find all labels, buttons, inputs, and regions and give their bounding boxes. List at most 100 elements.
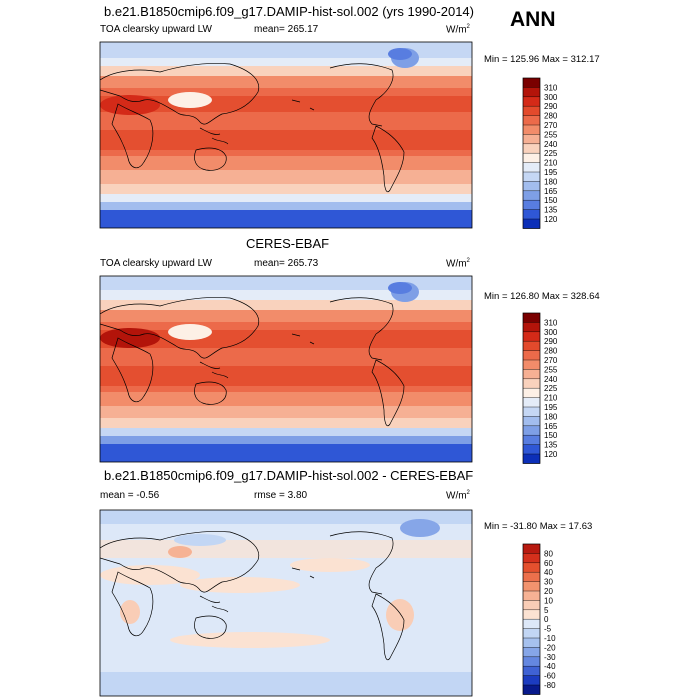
colorbar-tick-label: 310 [544, 83, 558, 92]
panel-mean-label: mean= 265.73 [254, 258, 319, 269]
colorbar-swatch [523, 388, 540, 398]
colorbar-swatch [523, 685, 540, 695]
colorbar-swatch [523, 656, 540, 667]
panel-mean-label: mean = -0.56 [100, 490, 160, 501]
colorbar-swatch [523, 125, 540, 135]
colorbar-swatch [523, 162, 540, 173]
colorbar-tick-label: -60 [544, 672, 556, 681]
colorbar-swatch [523, 454, 540, 464]
panel-variable-label: TOA clearsky upward LW [100, 258, 212, 269]
colorbar-tick-label: 310 [544, 318, 558, 327]
panel-title-model: b.e21.B1850cmip6.f09_g17.DAMIP-hist-sol.… [104, 4, 474, 19]
colorbar-tick-label: 120 [544, 215, 558, 224]
colorbar-tick-label: -80 [544, 681, 556, 690]
colorbar-swatch [523, 444, 540, 455]
colorbar-swatch [523, 78, 540, 88]
colorbar-swatch [523, 544, 540, 554]
colorbar-tick-label: 225 [544, 149, 558, 158]
colorbar-swatch [523, 313, 540, 323]
colorbar-swatch [523, 181, 540, 192]
colorbar-tick-label: 280 [544, 347, 558, 356]
colorbar-swatch [523, 369, 540, 380]
panel-units-label: W/m2 [446, 24, 470, 36]
colorbar-swatch [523, 600, 540, 611]
colorbar-tick-label: 135 [544, 441, 558, 450]
colorbar-swatch [523, 360, 540, 370]
panel-minmax-label: Min = -31.80 Max = 17.63 [484, 521, 593, 532]
colorbar-tick-label: 135 [544, 206, 558, 215]
colorbar-tick-label: -10 [544, 634, 556, 643]
colorbar-tick-label: 255 [544, 365, 558, 374]
colorbar-tick-label: 255 [544, 130, 558, 139]
colorbar-tick-label: 20 [544, 587, 553, 596]
colorbar-swatch [523, 647, 540, 658]
panel-units-label: W/m2 [446, 490, 470, 502]
panel-minmax-label: Min = 125.96 Max = 312.17 [484, 54, 600, 65]
colorbar-tick-label: 120 [544, 450, 558, 459]
colorbar-tick-label: 0 [544, 615, 549, 624]
colorbar-tick-label: 240 [544, 140, 558, 149]
colorbar-swatch [523, 435, 540, 445]
colorbar-swatch [523, 378, 540, 389]
colorbar-swatch [523, 115, 540, 126]
colorbar-swatch [523, 322, 540, 333]
colorbar-swatch [523, 87, 540, 98]
colorbar-tick-label: 60 [544, 559, 553, 568]
colorbar-tick-label: 165 [544, 422, 558, 431]
colorbar-swatch [523, 96, 540, 107]
colorbar-tick-label: 150 [544, 431, 558, 440]
colorbar-swatch [523, 675, 540, 686]
colorbar-tick-label: 290 [544, 337, 558, 346]
season-label: ANN [510, 8, 556, 31]
panel-units-label: W/m2 [446, 258, 470, 270]
colorbar-swatch [523, 106, 540, 116]
colorbar-tick-label: -20 [544, 643, 556, 652]
colorbar-tick-label: 80 [544, 549, 553, 558]
colorbar-tick-label: 225 [544, 384, 558, 393]
colorbar-swatch [523, 572, 540, 582]
colorbar-tick-label: 195 [544, 403, 558, 412]
colorbar-swatch [523, 619, 540, 629]
colorbar-tick-label: 290 [544, 102, 558, 111]
colorbar-swatch [523, 209, 540, 220]
colorbar-tick-label: 30 [544, 578, 553, 587]
panel-mean-label: mean= 265.17 [254, 24, 319, 35]
colorbar-swatch [523, 341, 540, 351]
colorbar-tick-label: 5 [544, 606, 549, 615]
panel-title-obs: CERES-EBAF [246, 236, 330, 251]
colorbar-tick-label: 300 [544, 93, 558, 102]
colorbar-tick-label: 270 [544, 356, 558, 365]
colorbar-tick-label: 210 [544, 159, 558, 168]
colorbar-swatch [523, 153, 540, 163]
colorbar-swatch [523, 638, 540, 648]
colorbar-tick-label: -30 [544, 653, 556, 662]
panel-title-diff: b.e21.B1850cmip6.f09_g17.DAMIP-hist-sol.… [104, 468, 474, 483]
colorbar-swatch [523, 397, 540, 408]
colorbar-swatch [523, 553, 540, 564]
colorbar-tick-label: 10 [544, 596, 553, 605]
colorbar-swatch [523, 425, 540, 436]
colorbar-tick-label: 195 [544, 168, 558, 177]
colorbar-swatch [523, 581, 540, 592]
colorbar-tick-label: 180 [544, 412, 558, 421]
colorbar-tick-label: 300 [544, 328, 558, 337]
colorbar-tick-label: -5 [544, 625, 552, 634]
colorbar-swatch [523, 143, 540, 154]
colorbar-swatch [523, 666, 540, 676]
colorbar-tick-label: 180 [544, 177, 558, 186]
colorbar-tick-label: 150 [544, 196, 558, 205]
colorbar-tick-label: 40 [544, 568, 553, 577]
colorbar-tick-label: 270 [544, 121, 558, 130]
panel-minmax-label: Min = 126.80 Max = 328.64 [484, 291, 600, 302]
colorbar-swatch [523, 200, 540, 210]
colorbar-swatch [523, 591, 540, 601]
colorbar-tick-label: 240 [544, 375, 558, 384]
colorbar-swatch [523, 134, 540, 145]
colorbar-swatch [523, 350, 540, 361]
